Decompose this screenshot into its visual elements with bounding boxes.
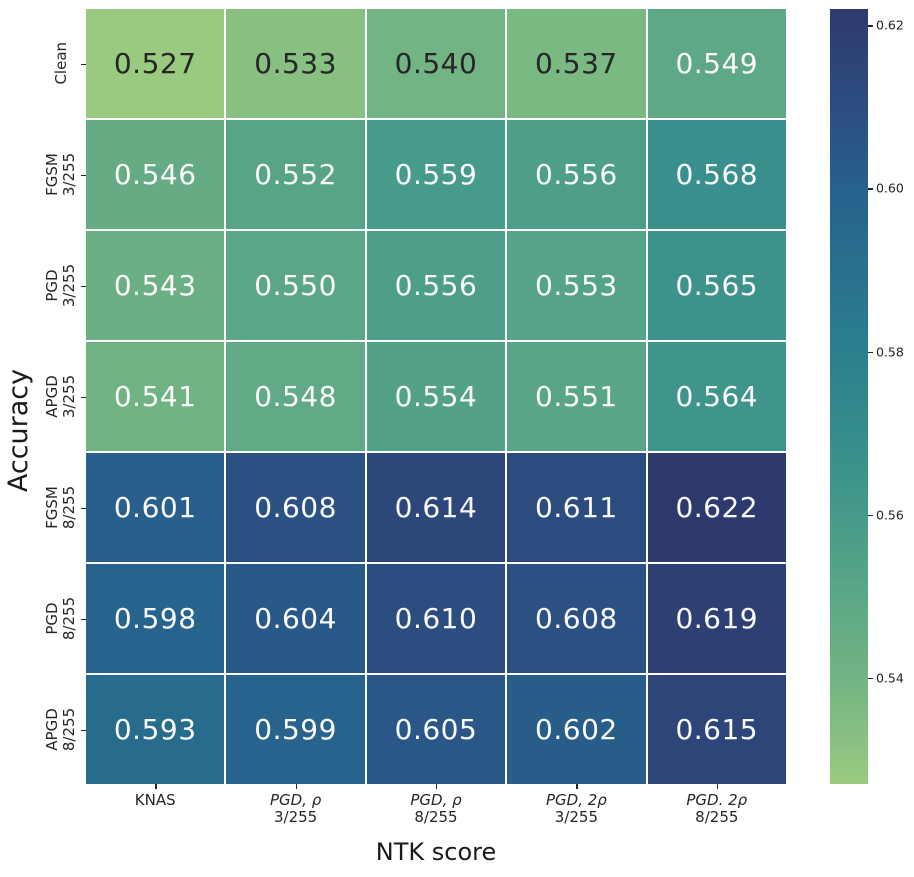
heatmap-cell: 0.533 [226, 9, 365, 118]
heatmap-cell: 0.611 [507, 453, 646, 562]
colorbar-tick-label: 0.56 [876, 507, 904, 523]
y-axis-title: Accuracy [3, 368, 35, 492]
heatmap-cell: 0.549 [647, 9, 786, 118]
row-label: FGSM 3/255 [43, 152, 78, 197]
heatmap-cell: 0.559 [366, 120, 506, 229]
heatmap-cell: 0.599 [226, 675, 365, 784]
row-label: PGD 3/255 [43, 263, 78, 308]
heatmap-cell: 0.540 [366, 9, 506, 118]
heatmap-cell: 0.546 [86, 120, 225, 229]
y-tick-mark [81, 285, 86, 287]
x-tick-mark [155, 784, 157, 789]
colorbar-tick-label: 0.60 [876, 180, 904, 196]
heatmap-cell: 0.622 [647, 453, 786, 562]
row-label: APGD 3/255 [43, 374, 78, 419]
heatmap-cell: 0.593 [86, 675, 225, 784]
row-label: Clean [51, 42, 70, 85]
x-tick-mark [716, 784, 719, 789]
x-tick-mark [436, 784, 438, 789]
heatmap-cell: 0.608 [507, 564, 646, 673]
heatmap-cell: 0.556 [366, 231, 506, 340]
colorbar-tick-label: 0.54 [876, 670, 904, 686]
heatmap-cell: 0.602 [507, 675, 646, 784]
heatmap-cell: 0.601 [86, 453, 225, 562]
colorbar-tick-mark [868, 351, 873, 354]
heatmap-cell: 0.552 [226, 120, 365, 229]
col-label: KNAS [134, 791, 176, 809]
heatmap-cell: 0.543 [86, 231, 225, 340]
y-tick-mark [81, 396, 86, 398]
col-label: PGD, ρ 8/255 [410, 791, 462, 827]
heatmap: 0.527 0.533 0.540 0.537 0.549 0.546 0.552 0.559… [86, 9, 786, 784]
colorbar-gradient [830, 9, 868, 784]
col-label: PGD. 2ρ 8/255 [686, 791, 748, 827]
heatmap-cell: 0.554 [366, 342, 506, 451]
colorbar-tick-mark [868, 677, 873, 680]
x-tick-mark [576, 784, 578, 789]
heatmap-cell: 0.551 [507, 342, 646, 451]
heatmap-cell: 0.605 [366, 675, 506, 784]
heatmap-cell: 0.608 [226, 453, 365, 562]
heatmap-cell: 0.619 [647, 564, 786, 673]
heatmap-cell: 0.598 [86, 564, 225, 673]
colorbar-tick-mark [868, 25, 873, 27]
y-tick-mark [81, 507, 86, 509]
heatmap-cell: 0.548 [226, 342, 365, 451]
heatmap-cell: 0.550 [226, 231, 365, 340]
heatmap-cell: 0.565 [647, 231, 786, 340]
y-tick-mark [81, 63, 86, 65]
row-label: FGSM 8/255 [43, 485, 78, 530]
heatmap-cell: 0.564 [647, 342, 786, 451]
colorbar-tick-label: 0.62 [876, 17, 904, 33]
y-tick-mark [81, 729, 86, 731]
col-label: PGD, ρ 3/255 [269, 791, 322, 827]
row-label: PGD 8/255 [43, 596, 78, 641]
y-tick-mark [81, 618, 86, 620]
row-label: APGD 8/255 [43, 707, 78, 752]
heatmap-cell: 0.615 [647, 675, 786, 784]
heatmap-cell: 0.556 [507, 120, 646, 229]
colorbar-tick-mark [868, 514, 873, 517]
y-tick-mark [81, 174, 86, 176]
heatmap-cell: 0.537 [507, 9, 646, 118]
heatmap-cell: 0.610 [366, 564, 506, 673]
colorbar-tick-mark [868, 188, 873, 190]
colorbar-tick-label: 0.58 [876, 344, 904, 360]
heatmap-cell: 0.604 [226, 564, 365, 673]
heatmap-cell: 0.568 [647, 120, 786, 229]
col-label: PGD, 2ρ 3/255 [545, 791, 607, 827]
heatmap-cell: 0.614 [366, 453, 506, 562]
x-tick-mark [295, 784, 297, 789]
heatmap-cell: 0.527 [86, 9, 225, 118]
x-axis-title: NTK score [375, 838, 497, 866]
y-axis-title-box: Accuracy [0, 320, 38, 540]
heatmap-cell: 0.541 [86, 342, 225, 451]
heatmap-cell: 0.553 [507, 231, 646, 340]
